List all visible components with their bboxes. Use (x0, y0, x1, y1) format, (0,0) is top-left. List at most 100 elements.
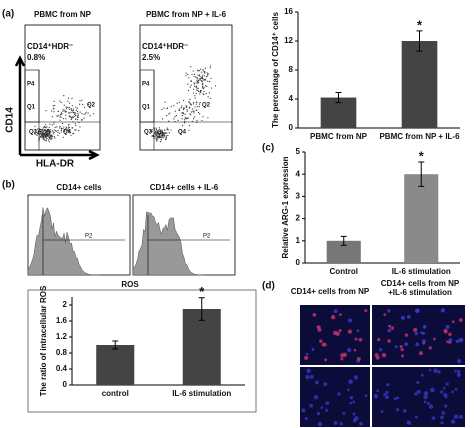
cell-dot (76, 119, 79, 121)
plot-frame (139, 24, 233, 151)
cell-dot (53, 111, 55, 113)
nucleus (404, 333, 409, 337)
cell-dot (89, 115, 91, 117)
cell-dot (79, 126, 81, 128)
nucleus (401, 354, 404, 358)
cell-dot (52, 105, 54, 107)
cell-dot (189, 102, 191, 105)
cell-dot (48, 134, 50, 136)
cell-dot (203, 90, 205, 92)
cell-dot (69, 116, 71, 118)
cell-dot (75, 113, 77, 115)
nucleus (317, 421, 323, 427)
cell-dot (46, 137, 48, 139)
nucleus (325, 408, 329, 412)
cell-dot (93, 113, 95, 115)
region-label: Q1 (27, 105, 36, 111)
cell-dot (160, 138, 162, 141)
cell-dot (48, 140, 50, 142)
cell-dot (208, 80, 211, 83)
cell-dot (195, 76, 197, 78)
cell-dot (196, 105, 198, 107)
cell-dot (76, 110, 79, 113)
cell-dot (180, 106, 182, 109)
cell-dot (150, 129, 152, 132)
nucleus (457, 359, 462, 364)
cell-dot (193, 85, 196, 87)
cell-dot (162, 118, 164, 120)
cell-dot (68, 130, 70, 132)
axis-label: CD14 (5, 107, 16, 133)
cell-dot (70, 107, 72, 110)
cell-dot (158, 128, 160, 130)
error-bar (112, 340, 119, 350)
cell-dot (194, 95, 196, 97)
cell-dot (197, 81, 200, 83)
cell-dot (155, 134, 158, 136)
cell-dot (178, 101, 181, 104)
cell-dot (78, 122, 80, 124)
cell-dot (151, 135, 153, 137)
cell-dot (198, 70, 200, 72)
cell-dot (60, 127, 63, 129)
cell-dot (195, 103, 197, 105)
cell-dot (182, 113, 185, 115)
nucleus (312, 312, 317, 317)
nucleus (416, 389, 421, 394)
cell-dot (50, 138, 52, 140)
cell-dot (77, 116, 79, 119)
cell-dot (184, 113, 186, 115)
nucleus (359, 422, 363, 426)
cell-dot (201, 80, 203, 82)
x-tick-label: IL-6 stimulation (172, 389, 231, 398)
cell-dot (47, 129, 50, 131)
cell-dot (200, 91, 202, 93)
cell-dot (209, 65, 212, 67)
cell-dot (203, 78, 205, 80)
cell-dot (84, 113, 87, 115)
nucleus (441, 411, 446, 415)
cell-dot (199, 93, 201, 95)
cell-dot (42, 131, 44, 134)
nucleus (453, 414, 459, 419)
cell-dot (63, 126, 65, 128)
cell-dot (182, 99, 185, 102)
cell-dot (44, 124, 47, 126)
cell-dot (57, 129, 59, 131)
cell-dot (87, 112, 89, 114)
nucleus (390, 326, 395, 330)
cell-dot (61, 113, 63, 115)
cell-dot (185, 117, 188, 120)
cell-dot (202, 70, 205, 72)
cell-dot (201, 87, 204, 89)
nucleus (456, 370, 461, 374)
cell-dot (196, 77, 198, 79)
nucleus (388, 324, 392, 328)
bar (404, 174, 439, 263)
cell-dot (51, 134, 53, 136)
cell-dot (201, 119, 203, 122)
cell-dot (35, 129, 37, 131)
cell-dot (72, 111, 74, 113)
nucleus (394, 345, 398, 349)
cell-dot (196, 89, 198, 91)
cell-dot (192, 118, 195, 120)
cell-dot (47, 130, 49, 133)
cell-dot (42, 130, 45, 132)
cell-dot (162, 136, 165, 138)
y-tick-label: 0 (289, 123, 294, 132)
cell-dot (196, 87, 198, 89)
cell-dot (51, 124, 53, 126)
cell-dot (50, 136, 52, 138)
cell-dot (59, 100, 61, 102)
cell-dot (156, 132, 158, 135)
cell-dot (48, 131, 50, 133)
cell-dot (155, 133, 157, 135)
bar (182, 309, 221, 385)
cell-dot (71, 116, 74, 118)
cell-dot (166, 127, 168, 129)
cell-dot (196, 78, 198, 80)
cell-dot (156, 138, 158, 140)
cell-dot (193, 83, 196, 85)
nucleus (316, 411, 321, 416)
